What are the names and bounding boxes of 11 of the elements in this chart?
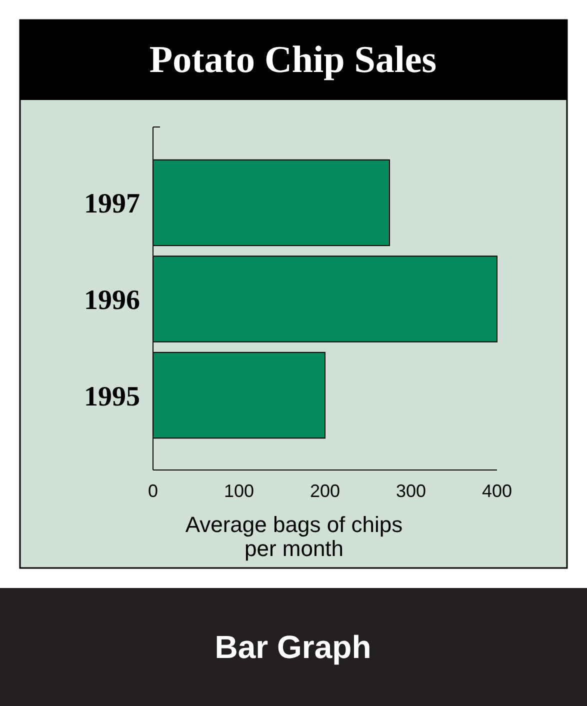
y-tick-label: 1995 bbox=[84, 381, 140, 412]
y-tick-label: 1997 bbox=[84, 188, 140, 220]
x-tick-label: 100 bbox=[224, 481, 254, 501]
x-tick-label: 200 bbox=[310, 481, 340, 501]
x-tick-label: 300 bbox=[396, 481, 426, 501]
x-tick-label: 400 bbox=[482, 481, 512, 501]
y-tick-label: 1996 bbox=[84, 285, 140, 316]
text: Bar Graph bbox=[214, 629, 372, 665]
chart-title: Potato Chip Sales bbox=[149, 39, 437, 81]
x-tick-label: 0 bbox=[148, 481, 158, 501]
x-axis-title: Average bags of chips per month bbox=[185, 512, 403, 561]
